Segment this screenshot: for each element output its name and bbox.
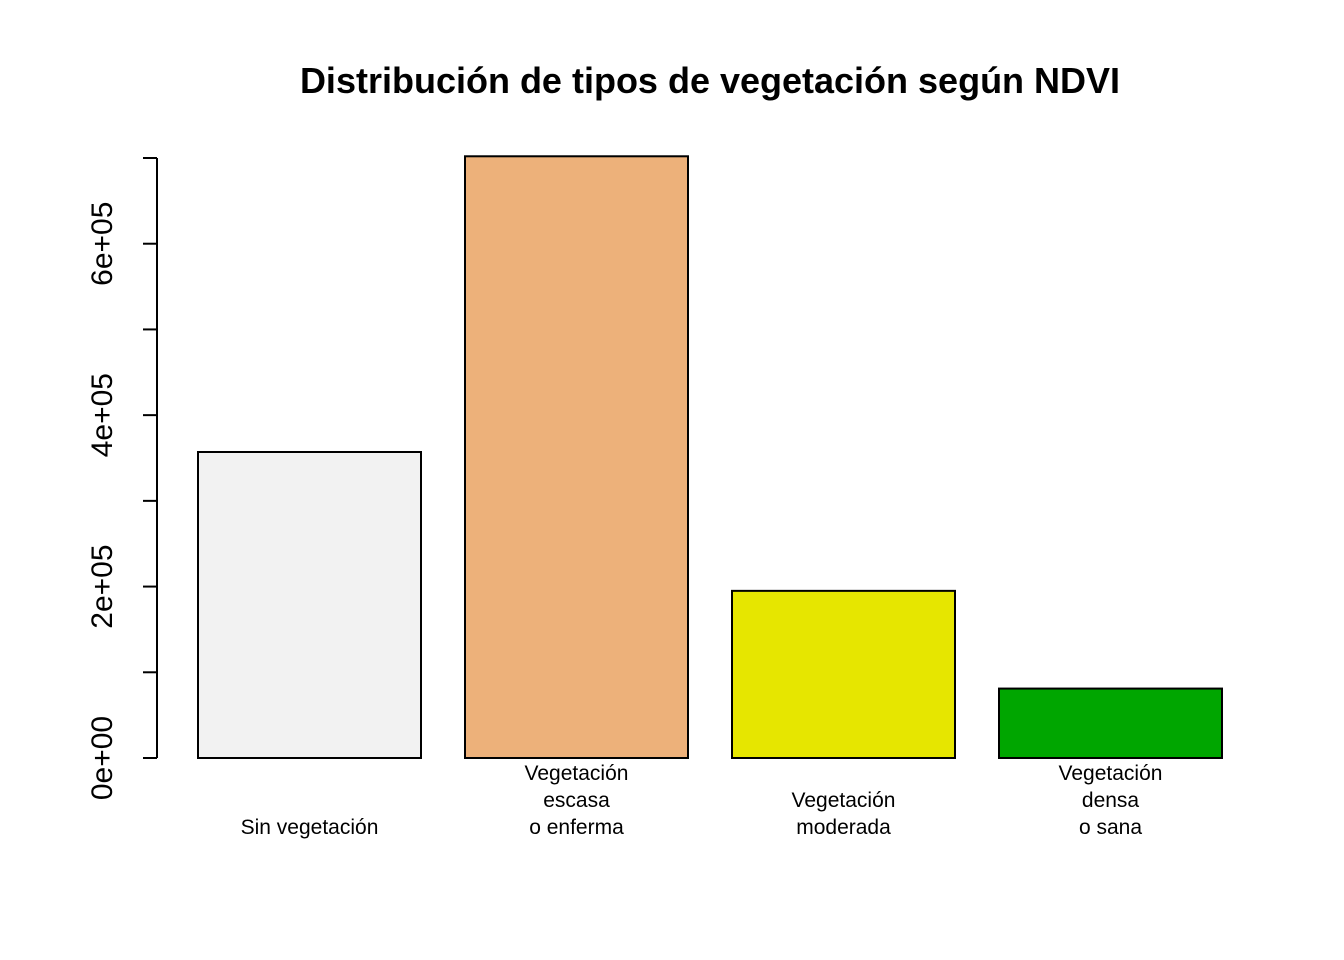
x-label-3-line-1: densa xyxy=(1082,789,1140,812)
bar-1 xyxy=(464,155,689,760)
x-label-2-line-0: Vegetación xyxy=(792,789,896,812)
y-tick-label-3: 6e+05 xyxy=(86,202,119,286)
bar-0 xyxy=(197,451,422,759)
x-label-1-line-1: escasa xyxy=(543,789,610,812)
bar-3 xyxy=(998,687,1223,759)
x-label-0: Sin vegetación xyxy=(241,816,379,839)
x-label-0-line-0: Sin vegetación xyxy=(241,816,379,839)
x-label-2: Vegetación moderada xyxy=(792,789,896,839)
bars-group xyxy=(197,155,1223,760)
x-label-3: Vegetación densa o sana xyxy=(1059,762,1163,839)
bar-2 xyxy=(731,589,956,759)
y-tick-label-0: 0e+00 xyxy=(86,716,119,800)
x-label-1-line-2: o enferma xyxy=(529,816,624,839)
y-axis: 0e+00 2e+05 4e+05 6e+05 xyxy=(86,157,158,800)
x-label-1-line-0: Vegetación xyxy=(525,762,629,785)
x-label-1: Vegetación escasa o enferma xyxy=(525,762,629,839)
x-label-3-line-0: Vegetación xyxy=(1059,762,1163,785)
y-tick-label-2: 4e+05 xyxy=(86,373,119,457)
x-label-2-line-1: moderada xyxy=(796,816,891,839)
chart-title: Distribución de tipos de vegetación segú… xyxy=(300,60,1120,101)
y-tick-label-1: 2e+05 xyxy=(86,544,119,628)
x-label-3-line-2: o sana xyxy=(1079,816,1142,839)
